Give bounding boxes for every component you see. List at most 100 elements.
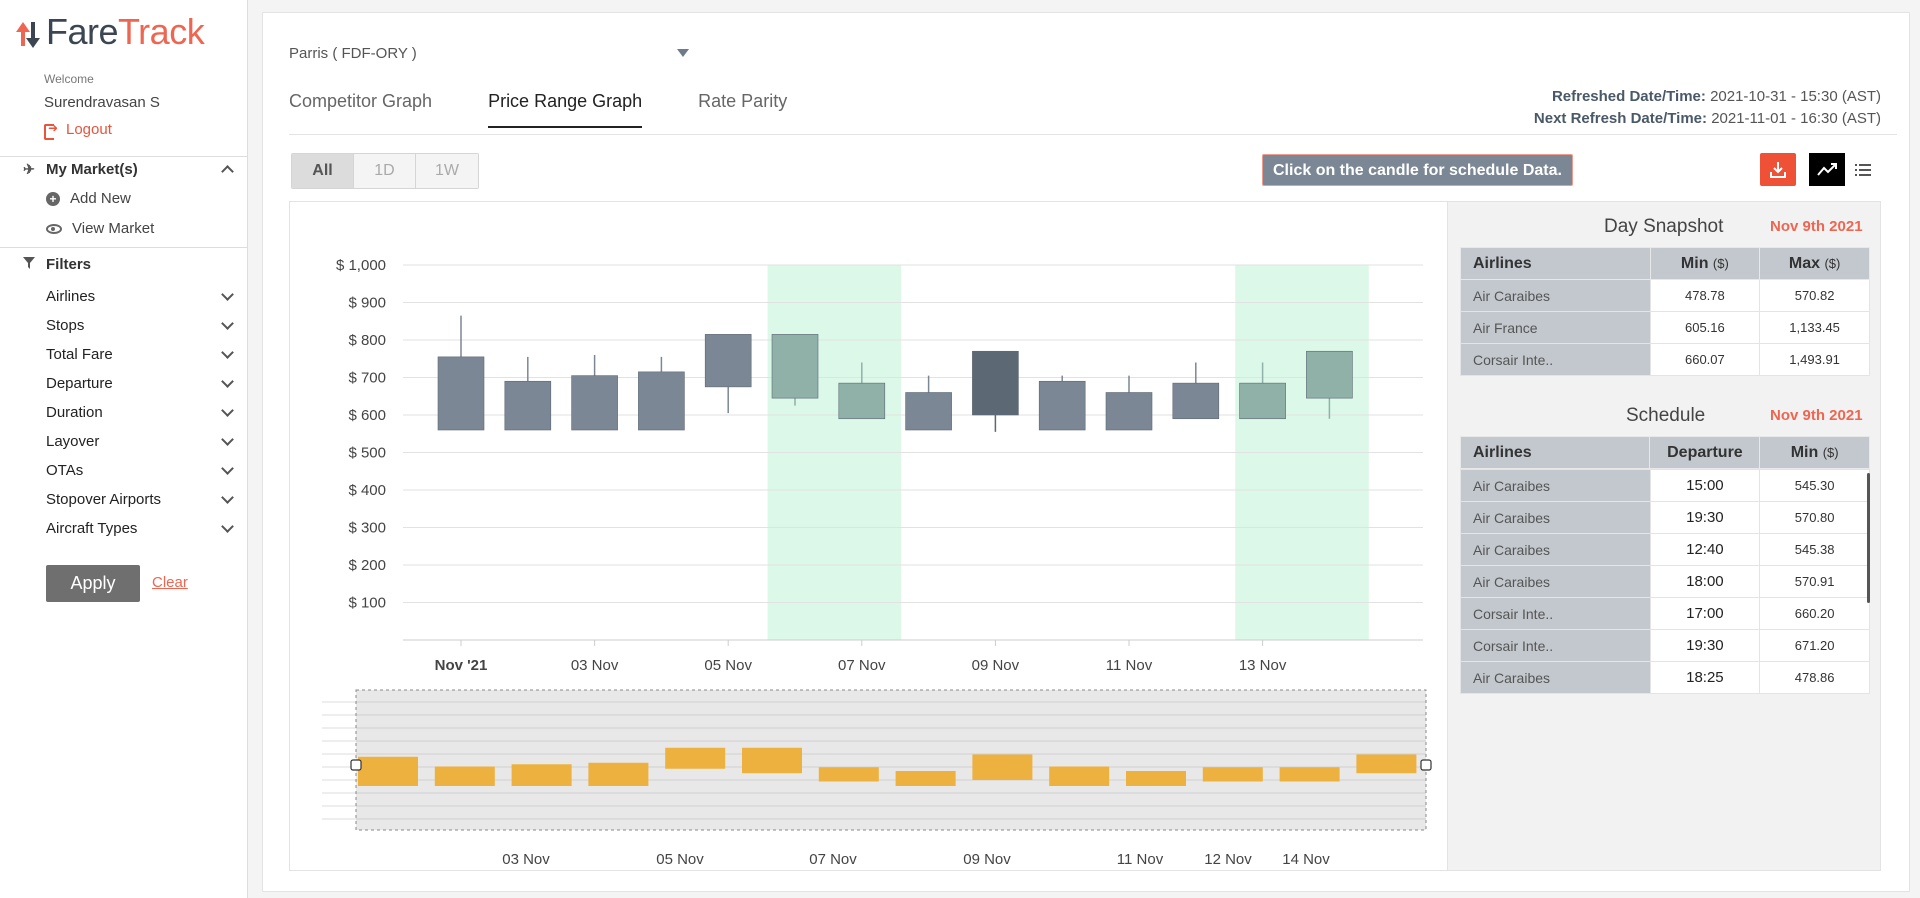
schedule-table: Air Caraibes 15:00 545.30 Air Caraibes 19:30… xyxy=(1460,469,1870,694)
filter-duration[interactable]: Duration xyxy=(46,404,238,421)
price-range-chart: $ 1,000 $ 900 $ 800 $ 700 $ 600 $ 500 $ 400 $ 3… xyxy=(289,201,1449,871)
filter-label: Stopover Airports xyxy=(46,491,162,508)
filter-stopover-airports[interactable]: Stopover Airports xyxy=(46,491,238,508)
navigator-handle[interactable] xyxy=(1420,759,1432,771)
range-1w-button[interactable]: 1W xyxy=(416,154,478,188)
y-tick-label: $ 300 xyxy=(348,520,386,537)
side-panel: Day Snapshot Nov 9th 2021 Airlines Min (… xyxy=(1447,201,1881,871)
candle-body[interactable] xyxy=(838,382,886,420)
my-markets-header[interactable]: ✈ My Market(s) xyxy=(20,161,238,178)
tab-competitor-graph[interactable]: Competitor Graph xyxy=(289,91,433,111)
cell-min: 660.07 xyxy=(1649,343,1761,376)
filter-label: Departure xyxy=(46,375,113,392)
filter-otas[interactable]: OTAs xyxy=(46,462,238,479)
filter-aircraft-types[interactable]: Aircraft Types xyxy=(46,520,238,537)
candle-body[interactable] xyxy=(771,334,819,399)
column-header: Max ($) xyxy=(1759,247,1870,280)
candle-body[interactable] xyxy=(1306,350,1353,399)
next-refresh-label: Next Refresh Date/Time: xyxy=(1533,110,1708,127)
table-row[interactable]: Air Caraibes 12:40 545.38 xyxy=(1460,533,1870,566)
navigator-x-label: 09 Nov xyxy=(963,851,1011,868)
filter-label: Airlines xyxy=(46,288,96,305)
y-tick-label: $ 700 xyxy=(348,370,386,387)
table-row[interactable]: Corsair Inte.. 17:00 660.20 xyxy=(1460,597,1870,630)
navigator-bar xyxy=(1049,766,1110,786)
table-row[interactable]: Air Caraibes 19:30 570.80 xyxy=(1460,501,1870,534)
funnel-icon xyxy=(20,256,38,273)
navigator-handle[interactable] xyxy=(350,759,362,771)
download-button[interactable] xyxy=(1760,153,1796,186)
navigator-bar xyxy=(665,747,726,769)
chevron-down-icon xyxy=(221,317,234,330)
y-tick-label: $ 900 xyxy=(348,295,386,312)
filter-label: Stops xyxy=(46,317,85,334)
filter-airlines[interactable]: Airlines xyxy=(46,288,238,305)
range-1d-button[interactable]: 1D xyxy=(354,154,416,188)
sidebar-divider xyxy=(0,156,248,157)
logout-link[interactable]: Logout xyxy=(44,121,112,140)
candle-body[interactable] xyxy=(437,356,485,431)
table-row[interactable]: Air Caraibes 18:25 478.86 xyxy=(1460,661,1870,694)
chevron-up-icon xyxy=(221,165,234,178)
tab-rate-parity[interactable]: Rate Parity xyxy=(698,91,788,111)
range-all-button[interactable]: All xyxy=(292,154,354,188)
navigator-bar xyxy=(1356,754,1417,774)
plus-circle-icon: + xyxy=(46,191,60,206)
candle-body[interactable] xyxy=(638,371,685,431)
range-selector: All 1D 1W xyxy=(291,153,479,189)
chevron-down-icon xyxy=(221,462,234,475)
candle-body[interactable] xyxy=(571,375,618,431)
list-view-button[interactable] xyxy=(1845,153,1881,186)
clear-link[interactable]: Clear xyxy=(152,574,188,591)
trend-line-icon xyxy=(1817,163,1837,176)
filter-label: Layover xyxy=(46,433,100,450)
cell-max: 1,133.45 xyxy=(1759,311,1870,344)
tab-price-range-graph[interactable]: Price Range Graph xyxy=(488,91,643,128)
apply-button[interactable]: Apply xyxy=(46,565,140,602)
navigator-x-label: 05 Nov xyxy=(656,851,704,868)
candle-body[interactable] xyxy=(504,380,552,431)
cell-min: 570.91 xyxy=(1759,565,1870,598)
faretrack-logo[interactable]: FareTrack xyxy=(14,11,205,52)
candle-hint: Click on the candle for schedule Data. xyxy=(1262,154,1573,186)
add-new-market[interactable]: + Add New xyxy=(46,190,131,207)
candle-body[interactable] xyxy=(1105,392,1153,431)
col-airlines: Airlines xyxy=(1473,443,1532,461)
navigator-bar xyxy=(1126,771,1186,786)
route-select[interactable]: Parris ( FDF-ORY ) xyxy=(289,41,689,65)
navigator-bar xyxy=(742,747,802,774)
chart-view-button[interactable] xyxy=(1809,153,1845,186)
schedule-scrollbar[interactable] xyxy=(1867,473,1870,603)
sidebar: FareTrack Welcome Surendravasan S Logout… xyxy=(0,0,248,898)
candle-body[interactable] xyxy=(1038,380,1086,431)
col-departure: Departure xyxy=(1667,443,1743,461)
candle-body[interactable] xyxy=(704,334,752,388)
candle-body[interactable] xyxy=(1239,382,1286,420)
cell-departure: 18:00 xyxy=(1649,565,1761,598)
navigator-bar xyxy=(1279,767,1340,782)
table-row[interactable]: Corsair Inte.. 19:30 671.20 xyxy=(1460,629,1870,662)
filter-total-fare[interactable]: Total Fare xyxy=(46,346,238,363)
candle-body[interactable] xyxy=(972,350,1019,416)
filter-stops[interactable]: Stops xyxy=(46,317,238,334)
candle-body[interactable] xyxy=(1172,382,1220,420)
table-row[interactable]: Air Caraibes 18:00 570.91 xyxy=(1460,565,1870,598)
column-header: Min ($) xyxy=(1649,247,1761,280)
table-row[interactable]: Air Caraibes 15:00 545.30 xyxy=(1460,469,1870,502)
filter-label: Total Fare xyxy=(46,346,113,363)
navigator-x-label: 07 Nov xyxy=(809,851,857,868)
filter-layover[interactable]: Layover xyxy=(46,433,238,450)
cell-departure: 17:00 xyxy=(1649,597,1761,630)
schedule-header-table: Airlines Departure Min ($) xyxy=(1459,436,1870,469)
filter-departure[interactable]: Departure xyxy=(46,375,238,392)
y-tick-label: $ 800 xyxy=(348,332,386,349)
navigator-bar xyxy=(895,771,956,786)
cell-airline: Air Caraibes xyxy=(1460,279,1651,312)
chevron-down-icon xyxy=(221,520,234,533)
view-market[interactable]: View Market xyxy=(46,220,154,237)
schedule-scroll-area[interactable]: Air Caraibes 15:00 545.30 Air Caraibes 19:30… xyxy=(1460,469,1870,707)
candle-body[interactable] xyxy=(905,392,952,431)
route-select-value: Parris ( FDF-ORY ) xyxy=(289,44,417,62)
col-min: Min xyxy=(1790,443,1819,461)
eye-icon xyxy=(46,223,62,234)
